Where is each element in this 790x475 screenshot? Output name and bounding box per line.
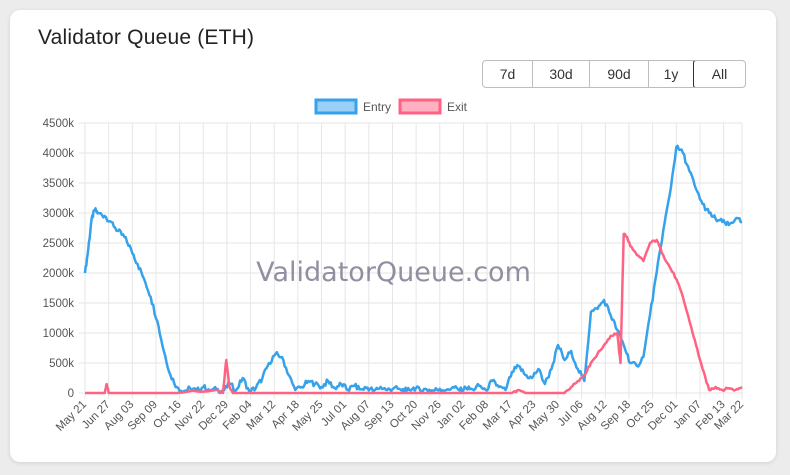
legend-label-exit: Exit xyxy=(447,100,468,114)
y-tick-label: 1000k xyxy=(43,328,75,340)
page-title: Validator Queue (ETH) xyxy=(38,26,255,49)
y-tick-label: 2500k xyxy=(43,238,75,250)
legend-swatch-exit xyxy=(398,98,442,115)
y-tick-label: 0 xyxy=(68,388,74,400)
x-tick-label: May 21 xyxy=(54,399,89,434)
range-90d-button[interactable]: 90d xyxy=(590,61,649,87)
y-tick-label: 3000k xyxy=(43,208,75,220)
y-tick-label: 2000k xyxy=(43,268,75,280)
y-tick-label: 500k xyxy=(49,358,74,370)
range-7d-button[interactable]: 7d xyxy=(483,61,533,87)
legend-swatch-entry xyxy=(314,98,358,115)
range-30d-button[interactable]: 30d xyxy=(533,61,590,87)
watermark-text: ValidatorQueue.com xyxy=(256,257,531,288)
time-range-selector: 7d 30d 90d 1y All xyxy=(482,60,746,88)
legend-label-entry: Entry xyxy=(363,100,391,114)
range-all-button[interactable]: All xyxy=(693,61,745,87)
y-tick-label: 4000k xyxy=(43,148,75,160)
y-tick-label: 1500k xyxy=(43,298,75,310)
y-tick-label: 4500k xyxy=(43,118,75,130)
chart-card: Validator Queue (ETH) 7d 30d 90d 1y All xyxy=(10,10,776,462)
series-line-exit xyxy=(85,232,743,395)
y-tick-label: 3500k xyxy=(43,178,75,190)
